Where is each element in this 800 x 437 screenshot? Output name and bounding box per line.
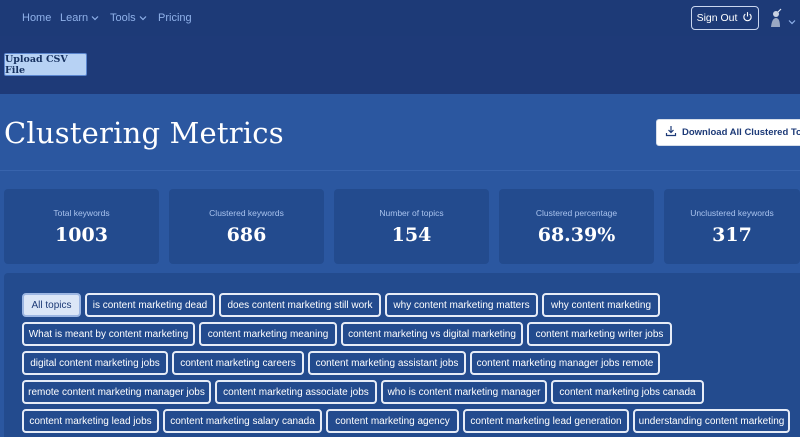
avatar[interactable]	[766, 8, 786, 28]
metric-card-number-of-topics: Number of topics 154	[334, 189, 489, 264]
topic-chip[interactable]: who is content marketing manager	[381, 380, 547, 404]
metric-value: 1003	[55, 224, 108, 246]
metric-value: 317	[712, 224, 752, 246]
topic-chip[interactable]: does content marketing still work	[219, 293, 381, 317]
metric-card-clustered-percentage: Clustered percentage 68.39%	[499, 189, 654, 264]
topic-chip[interactable]: content marketing associate jobs	[215, 380, 377, 404]
metric-value: 154	[391, 224, 432, 246]
topic-chip[interactable]: understanding content marketing	[633, 409, 790, 433]
metric-label: Number of topics	[379, 208, 444, 218]
nav-home[interactable]: Home	[22, 12, 52, 24]
topic-chip[interactable]: What is meant by content marketing	[22, 322, 195, 346]
topic-chip[interactable]: content marketing assistant jobs	[308, 351, 466, 375]
nav-tools-label: Tools	[110, 12, 136, 24]
topic-chip[interactable]: content marketing jobs canada	[551, 380, 704, 404]
topic-chip[interactable]: why content marketing	[542, 293, 660, 317]
sign-out-label: Sign Out	[696, 12, 738, 24]
topic-chip[interactable]: content marketing lead generation	[463, 409, 629, 433]
metric-card-unclustered-keywords: Unclustered keywords 317	[664, 189, 800, 264]
topic-chip[interactable]: content marketing agency	[326, 409, 459, 433]
chevron-down-icon	[91, 14, 99, 22]
metric-label: Total keywords	[53, 208, 110, 218]
upload-csv-button[interactable]: Upload CSV File	[4, 53, 87, 76]
metric-label: Unclustered keywords	[690, 208, 774, 218]
metric-card-clustered-keywords: Clustered keywords 686	[169, 189, 324, 264]
download-label: Download All Clustered Topics	[682, 127, 800, 138]
topic-chip[interactable]: content marketing vs digital marketing	[341, 322, 523, 346]
topic-chip[interactable]: content marketing careers	[172, 351, 304, 375]
topic-chip[interactable]: digital content marketing jobs	[22, 351, 168, 375]
nav-tools[interactable]: Tools	[110, 12, 147, 24]
metric-card-total-keywords: Total keywords 1003	[4, 189, 159, 264]
topic-chip[interactable]: why content marketing matters	[385, 293, 538, 317]
metric-label: Clustered percentage	[535, 208, 618, 218]
chevron-down-icon[interactable]	[788, 13, 796, 31]
top-nav: Home Learn Tools Pricing Sign Out	[0, 0, 800, 36]
metric-value: 686	[226, 224, 267, 246]
sign-out-button[interactable]: Sign Out	[691, 6, 759, 30]
download-icon	[665, 125, 677, 140]
metric-label: Clustered keywords	[209, 208, 284, 218]
page-title: Clustering Metrics	[4, 116, 284, 150]
topic-chip[interactable]: is content marketing dead	[85, 293, 215, 317]
topic-chip[interactable]: content marketing lead jobs	[22, 409, 159, 433]
topic-chip[interactable]: content marketing manager jobs remote	[470, 351, 660, 375]
download-clustered-topics-button[interactable]: Download All Clustered Topics	[656, 119, 800, 146]
power-icon	[742, 11, 753, 25]
topic-chip[interactable]: content marketing meaning	[199, 322, 337, 346]
topic-chip[interactable]: content marketing writer jobs	[527, 322, 672, 346]
chevron-down-icon	[139, 14, 147, 22]
topic-chip-all[interactable]: All topics	[22, 293, 81, 317]
metric-value: 68.39%	[537, 224, 616, 246]
nav-learn-label: Learn	[60, 12, 89, 24]
divider	[0, 170, 800, 171]
nav-pricing[interactable]: Pricing	[158, 12, 192, 24]
nav-learn[interactable]: Learn	[60, 12, 99, 24]
topic-chip[interactable]: content marketing salary canada	[163, 409, 322, 433]
topic-chip[interactable]: remote content marketing manager jobs	[22, 380, 211, 404]
